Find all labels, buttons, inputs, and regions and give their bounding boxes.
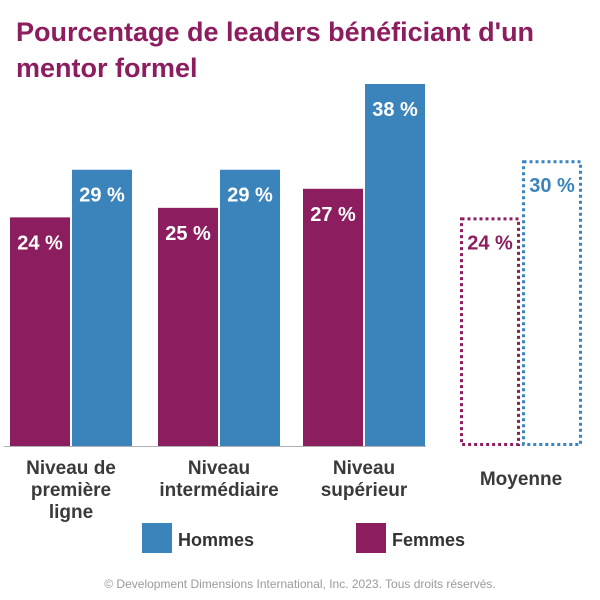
bar-femmes-3 <box>303 188 363 446</box>
copyright-notice: © Development Dimensions International, … <box>104 577 496 591</box>
bar-hommes-4 <box>522 160 582 446</box>
data-label-hommes-2: 29 % <box>227 185 273 207</box>
data-label-femmes-4: 24 % <box>467 232 513 254</box>
legend-swatch-femmes <box>356 523 386 553</box>
category-label-3: Niveau supérieur <box>321 458 408 501</box>
bar-hommes-3 <box>365 84 425 446</box>
data-label-hommes-1: 29 % <box>79 185 125 207</box>
data-label-hommes-4: 30 % <box>529 175 575 197</box>
bar-femmes-2 <box>158 207 218 446</box>
legend-label-femmes: Femmes <box>392 530 465 550</box>
data-label-femmes-1: 24 % <box>17 232 63 254</box>
category-label-4: Moyenne <box>480 469 562 490</box>
data-label-hommes-3: 38 % <box>372 99 418 121</box>
data-label-femmes-3: 27 % <box>310 204 356 226</box>
bar-femmes-4 <box>460 217 520 446</box>
data-label-femmes-2: 25 % <box>165 223 211 245</box>
category-label-2: Niveau intermédiaire <box>159 458 278 501</box>
legend-swatch-hommes <box>142 523 172 553</box>
chart-title: Pourcentage de leaders bénéficiant d'un … <box>16 17 535 83</box>
bar-femmes-1 <box>10 217 70 446</box>
legend-label-hommes: Hommes <box>178 530 254 550</box>
bar-hommes-1 <box>72 169 132 446</box>
bar-hommes-2 <box>220 169 280 446</box>
category-label-1: Niveau de première ligne <box>26 458 116 523</box>
